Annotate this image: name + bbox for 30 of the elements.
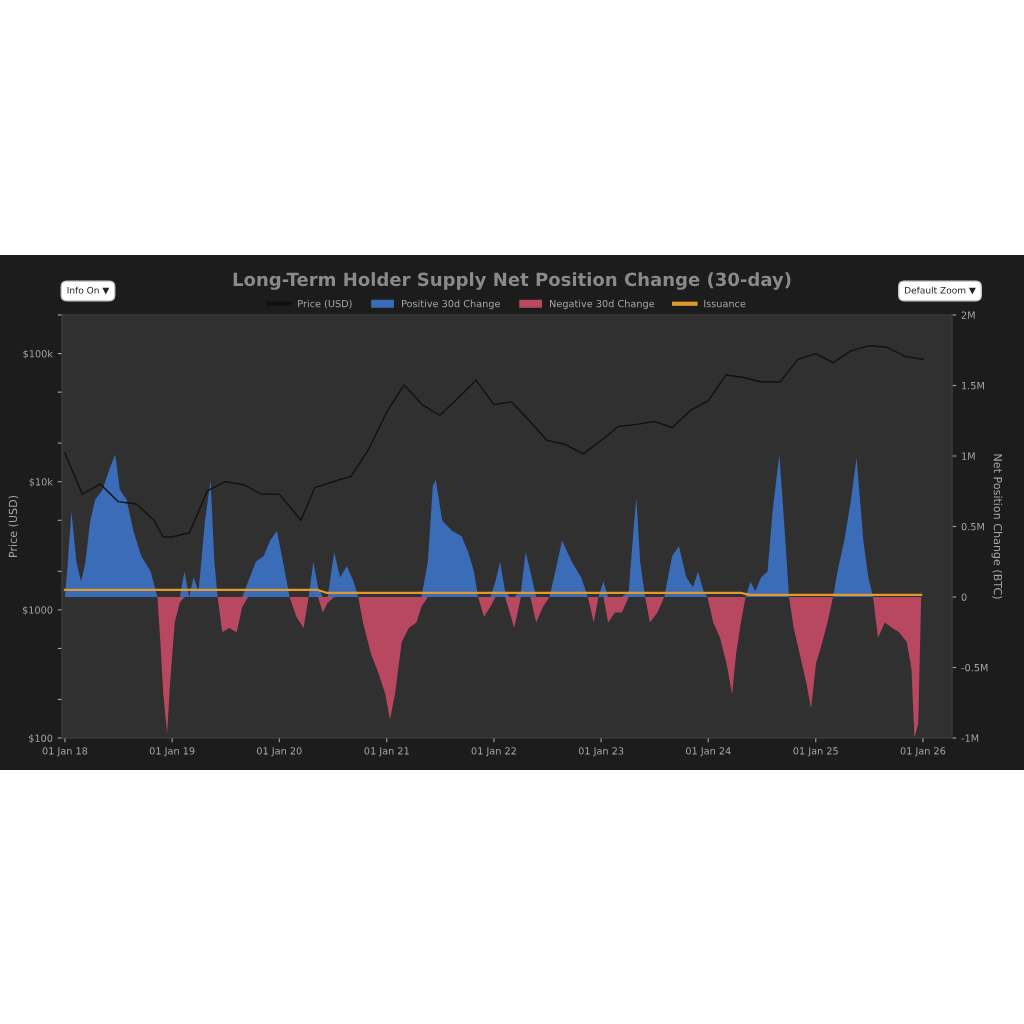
y-axis-title: Price (USD) xyxy=(8,495,19,557)
y2-tick-label: 0.5M xyxy=(961,522,984,531)
chart-title: Long-Term Holder Supply Net Position Change (30-day) xyxy=(233,272,791,290)
y2-tick-label: 1M xyxy=(962,452,975,460)
y-tick-label: $10k xyxy=(29,478,53,487)
x-tick-label: 01 Jan 20 xyxy=(256,747,302,757)
y2-axis-title: Net Position Change (BTC) xyxy=(991,454,1003,599)
line-series xyxy=(64,345,924,538)
legend-label: Price (USD) xyxy=(298,299,352,309)
x-tick-label: 01 Jan 19 xyxy=(149,747,195,757)
y2-tick-label: 0 xyxy=(961,593,967,601)
x-tick-label: 01 Jan 21 xyxy=(364,747,409,757)
legend-label: Negative 30d Change xyxy=(550,299,655,310)
x-tick-label: 01 Jan 25 xyxy=(793,747,838,757)
text: Info On ▼ xyxy=(67,286,110,295)
x-tick-label: 01 Jan 18 xyxy=(42,747,88,757)
y-tick-label: $100 xyxy=(29,734,53,744)
y2-tick-label: 2M xyxy=(961,311,975,319)
y2-tick-label: -1M xyxy=(961,734,979,742)
y-tick-label: $100k xyxy=(23,349,53,359)
y2-tick-label: 1.5M xyxy=(962,382,984,390)
legend-label: Positive 30d Change xyxy=(402,299,500,310)
y-tick-label: $1000 xyxy=(22,606,53,615)
text: Default Zoom ▼ xyxy=(905,286,976,295)
x-tick-label: 01 Jan 26 xyxy=(900,747,946,757)
y2-tick-label: -0.5M xyxy=(961,663,988,672)
x-tick-label: 01 Jan 22 xyxy=(471,747,516,757)
x-tick-label: 01 Jan 24 xyxy=(685,747,731,757)
legend-label: Issuance xyxy=(704,300,746,308)
x-tick-label: 01 Jan 23 xyxy=(578,747,624,757)
